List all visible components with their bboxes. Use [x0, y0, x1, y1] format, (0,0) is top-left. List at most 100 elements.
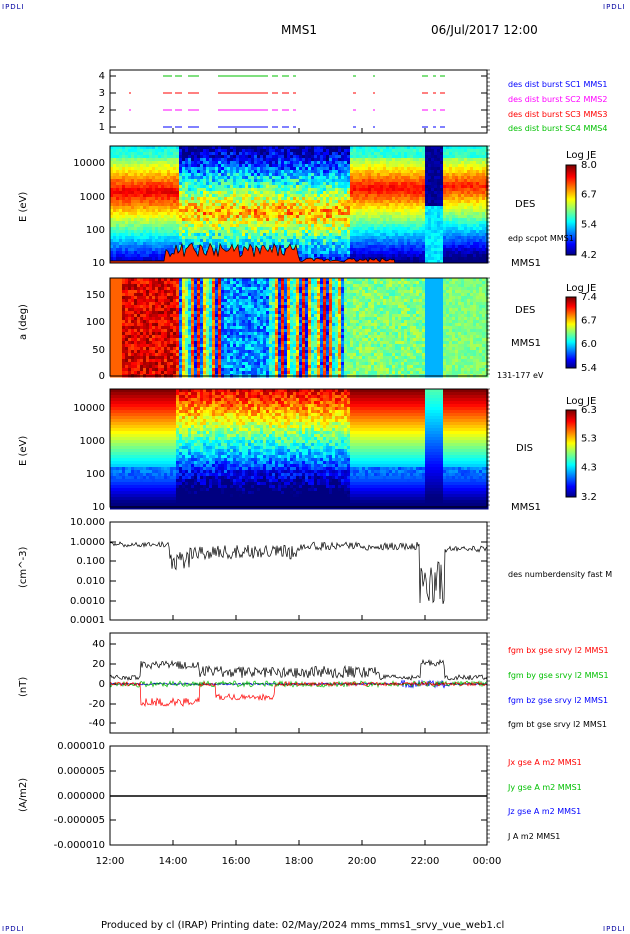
- heatmap-cell: [311, 227, 315, 231]
- heatmap-cell: [173, 173, 177, 177]
- heatmap-cell: [278, 203, 282, 207]
- heatmap-cell: [428, 179, 432, 183]
- heatmap-cell: [389, 203, 393, 207]
- heatmap-cell: [209, 164, 213, 168]
- heatmap-cell: [263, 170, 267, 174]
- heatmap-cell: [473, 197, 477, 201]
- heatmap-cell: [467, 233, 471, 237]
- heatmap-cell: [233, 242, 237, 246]
- heatmap-cell: [359, 242, 363, 246]
- heatmap-cell: [422, 251, 426, 255]
- heatmap-cell: [113, 146, 117, 150]
- heatmap-cell: [434, 242, 438, 246]
- heatmap-cell: [437, 254, 441, 258]
- heatmap-cell: [386, 227, 390, 231]
- heatmap-cell: [356, 161, 360, 165]
- heatmap-cell: [137, 200, 141, 204]
- heatmap-cell: [473, 215, 477, 219]
- heatmap-cell: [347, 173, 351, 177]
- heatmap-cell: [113, 230, 117, 234]
- heatmap-cell: [422, 206, 426, 210]
- heatmap-cell: [392, 236, 396, 240]
- heatmap-cell: [254, 224, 258, 228]
- heatmap-cell: [314, 176, 318, 180]
- heatmap-cell: [143, 230, 147, 234]
- heatmap-cell: [131, 248, 135, 252]
- heatmap-cell: [341, 167, 345, 171]
- heatmap-cell: [413, 161, 417, 165]
- heatmap-cell: [311, 161, 315, 165]
- heatmap-cell: [122, 194, 126, 198]
- heatmap-cell: [386, 161, 390, 165]
- heatmap-cell: [134, 173, 138, 177]
- heatmap-cell: [299, 248, 303, 252]
- heatmap-cell: [368, 161, 372, 165]
- heatmap-cell: [374, 239, 378, 243]
- heatmap-cell: [161, 221, 165, 225]
- heatmap-cell: [284, 224, 288, 228]
- heatmap-cell: [131, 161, 135, 165]
- heatmap-cell: [245, 224, 249, 228]
- heatmap-cell: [410, 185, 414, 189]
- heatmap-cell: [473, 179, 477, 183]
- heatmap-cell: [452, 212, 456, 216]
- heatmap-cell: [338, 197, 342, 201]
- heatmap-cell: [248, 212, 252, 216]
- heatmap-cell: [359, 224, 363, 228]
- heatmap-cell: [413, 236, 417, 240]
- heatmap-cell: [266, 182, 270, 186]
- heatmap-cell: [356, 167, 360, 171]
- heatmap-cell: [323, 158, 327, 162]
- heatmap-cell: [416, 152, 420, 156]
- heatmap-cell: [203, 176, 207, 180]
- heatmap-cell: [281, 233, 285, 237]
- heatmap-cell: [215, 206, 219, 210]
- heatmap-cell: [392, 191, 396, 195]
- heatmap-cell: [464, 215, 468, 219]
- heatmap-cell: [395, 146, 399, 150]
- heatmap-cell: [179, 158, 183, 162]
- heatmap-cell: [380, 233, 384, 237]
- heatmap-cell: [344, 155, 348, 159]
- heatmap-cell: [383, 170, 387, 174]
- heatmap-cell: [326, 254, 330, 258]
- heatmap-cell: [419, 227, 423, 231]
- heatmap-cell: [341, 254, 345, 258]
- heatmap-cell: [116, 209, 120, 213]
- heatmap-cell: [164, 146, 168, 150]
- heatmap-cell: [437, 215, 441, 219]
- heatmap-cell: [422, 239, 426, 243]
- y-tick-label: -20: [89, 699, 105, 710]
- heatmap-cell: [356, 212, 360, 216]
- heatmap-cell: [461, 176, 465, 180]
- heatmap-cell: [257, 212, 261, 216]
- heatmap-cell: [467, 179, 471, 183]
- heatmap-cell: [230, 170, 234, 174]
- heatmap-cell: [293, 218, 297, 222]
- heatmap-cell: [464, 209, 468, 213]
- heatmap-cell: [140, 146, 144, 150]
- heatmap-cell: [452, 224, 456, 228]
- heatmap-cell: [134, 251, 138, 255]
- heatmap-cell: [263, 173, 267, 177]
- heatmap-cell: [473, 191, 477, 195]
- heatmap-cell: [320, 188, 324, 192]
- heatmap-cell: [134, 203, 138, 207]
- heatmap-cell: [470, 233, 474, 237]
- heatmap-cell: [272, 182, 276, 186]
- heatmap-cell: [125, 236, 129, 240]
- heatmap-cell: [374, 179, 378, 183]
- heatmap-cell: [116, 170, 120, 174]
- heatmap-cell: [467, 209, 471, 213]
- heatmap-cell: [221, 218, 225, 222]
- heatmap-cell: [305, 233, 309, 237]
- heatmap-cell: [248, 236, 252, 240]
- heatmap-cell: [269, 224, 273, 228]
- heatmap-cell: [365, 224, 369, 228]
- heatmap-cell: [374, 170, 378, 174]
- heatmap-cell: [383, 212, 387, 216]
- heatmap-cell: [362, 182, 366, 186]
- heatmap-cell: [185, 146, 189, 150]
- heatmap-cell: [197, 221, 201, 225]
- heatmap-cell: [143, 221, 147, 225]
